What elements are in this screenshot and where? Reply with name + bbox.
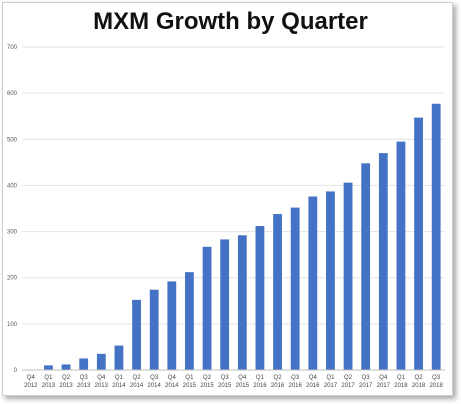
x-tick-label: 2015 [218,383,232,389]
x-tick-label: Q2 [415,375,424,381]
x-tick-label: Q4 [168,375,177,381]
x-tick-label: Q1 [397,375,406,381]
x-tick-label: 2014 [130,383,144,389]
x-tick-label: 2017 [359,383,373,389]
x-tick-label: Q3 [362,375,371,381]
x-tick-label: Q1 [44,375,53,381]
x-tick-label: 2014 [165,383,179,389]
x-tick-label: 2018 [430,383,444,389]
bar [431,103,441,371]
bar [343,182,353,370]
x-tick-label: 2017 [377,383,391,389]
x-tick-label: 2015 [183,383,197,389]
y-tick-label: 100 [7,322,18,328]
x-tick-label: 2016 [289,383,303,389]
x-tick-label: 2018 [394,383,408,389]
bar [79,358,89,370]
bar [361,163,371,370]
x-tick-label: 2016 [271,383,285,389]
x-tick-label: Q4 [27,375,36,381]
x-tick-label: 2013 [42,383,56,389]
x-tick-label: 2016 [306,383,320,389]
x-tick-label: 2016 [253,383,267,389]
x-tick-label: Q3 [150,375,159,381]
x-tick-label: Q3 [291,375,300,381]
y-tick-label: 400 [7,183,18,189]
chart-title: MXM Growth by Quarter [93,8,368,35]
x-tick-label: Q2 [274,375,283,381]
y-tick-label: 200 [7,276,18,282]
y-tick-label: 0 [14,368,18,374]
x-tick-label: 2018 [412,383,426,389]
bar [202,246,212,370]
bar [44,365,53,370]
x-tick-label: Q4 [309,375,318,381]
x-tick-label: Q4 [379,375,388,381]
bar [378,153,388,370]
x-tick-label: 2014 [148,383,162,389]
y-tick-label: 300 [7,230,18,236]
x-tick-label: Q2 [62,375,71,381]
bar [61,364,71,370]
x-tick-label: 2017 [324,383,338,389]
x-tick-label: 2014 [112,383,126,389]
x-tick-label: 2015 [200,383,214,389]
x-tick-label: Q1 [256,375,265,381]
y-tick-label: 500 [7,137,18,143]
bar [114,345,124,370]
x-tick-label: Q2 [133,375,142,381]
bar [185,272,194,370]
x-tick-label: 2013 [59,383,73,389]
bar [290,207,300,370]
bar [149,289,159,370]
bar [308,196,318,370]
x-tick-label: Q2 [344,375,353,381]
x-tick-label: Q1 [185,375,194,381]
bar [220,239,230,370]
bar [396,141,406,370]
bar [96,353,106,370]
x-tick-label: 2012 [24,383,38,389]
y-tick-label: 700 [7,45,18,51]
x-tick-label: Q3 [221,375,230,381]
bar [167,281,177,370]
bar [273,214,282,370]
x-tick-label: 2015 [236,383,250,389]
x-tick-label: Q3 [80,375,89,381]
x-tick-label: 2013 [95,383,109,389]
x-tick-label: Q4 [97,375,106,381]
x-tick-label: Q3 [432,375,441,381]
y-tick-label: 600 [7,91,18,97]
bar [414,117,423,370]
x-tick-label: Q4 [238,375,247,381]
bar [326,191,335,370]
bar [237,235,247,370]
x-tick-label: 2013 [77,383,91,389]
x-tick-label: Q1 [115,375,124,381]
bar [132,299,141,370]
x-tick-label: 2017 [341,383,355,389]
x-tick-label: Q1 [326,375,335,381]
x-tick-label: Q2 [203,375,212,381]
bar [255,226,265,370]
